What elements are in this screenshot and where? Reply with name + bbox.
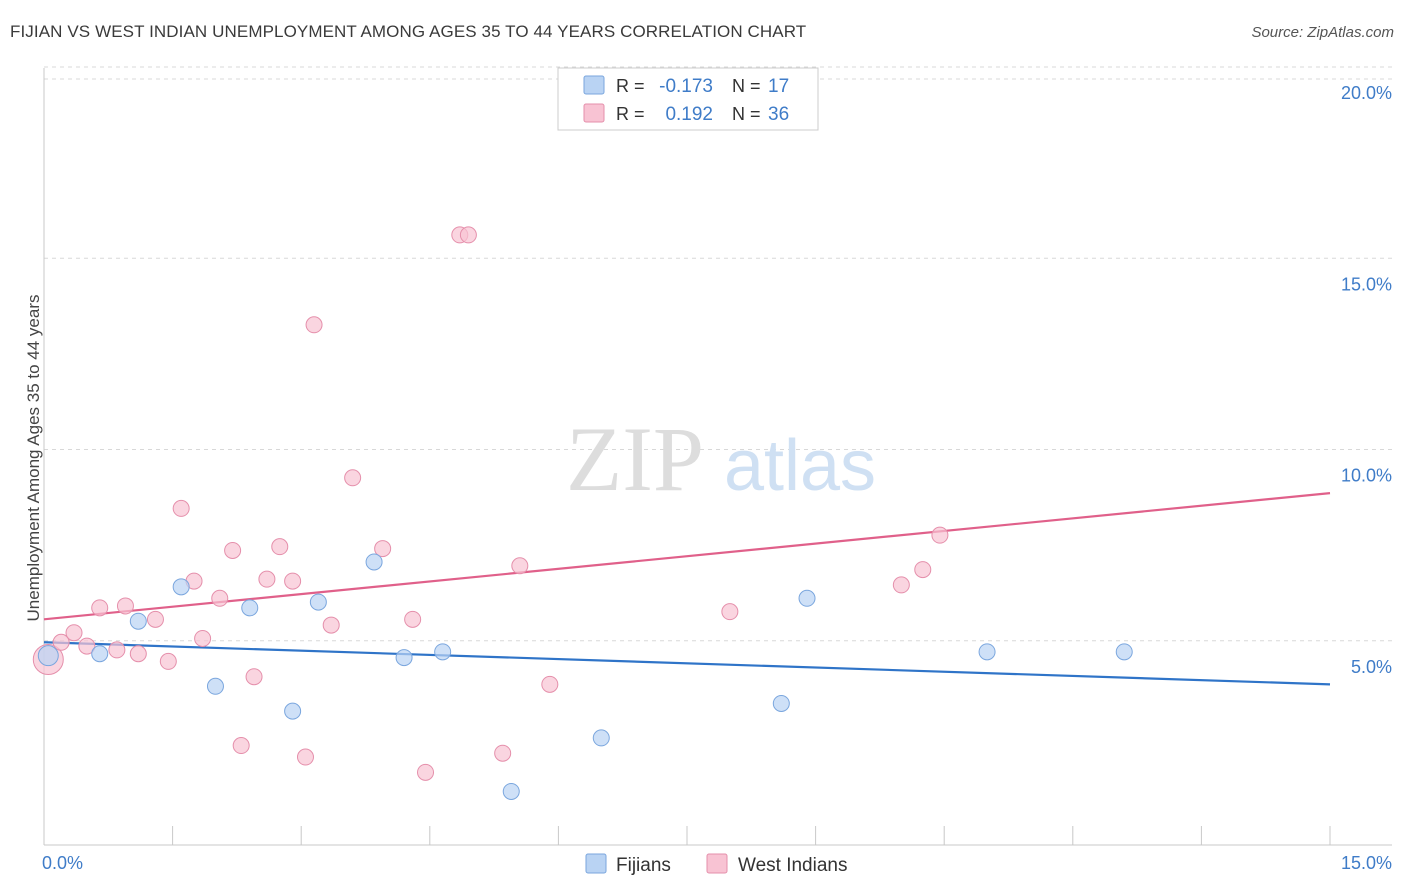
data-points: [32, 226, 1133, 800]
west-indians-point: [224, 541, 242, 559]
west-indians-point: [159, 652, 177, 670]
y-tick-label: 15.0%: [1341, 274, 1392, 294]
legend-swatch-fijians: [585, 853, 607, 874]
legend-swatch-west-indians: [706, 853, 728, 874]
y-tick-label: 10.0%: [1341, 466, 1392, 486]
legend-label-fijians: Fijians: [616, 855, 671, 876]
west-indians-point: [417, 763, 435, 781]
west-indians-point: [146, 610, 164, 628]
fijians-point: [206, 677, 224, 695]
trend-lines: [43, 492, 1331, 686]
fijians-point: [502, 782, 520, 800]
watermark: ZIP atlas: [566, 408, 876, 510]
fijians-point: [592, 729, 610, 747]
west-indians-point: [271, 538, 289, 556]
fijians-point: [129, 612, 147, 630]
fijians-point: [978, 643, 996, 661]
watermark-zip: ZIP: [566, 408, 704, 510]
fijians-point: [172, 578, 190, 596]
stats-r-label-west-indians: R =: [616, 104, 645, 124]
west-indians-point: [232, 737, 250, 755]
west-indians-point: [172, 499, 190, 517]
west-indians-point: [374, 540, 392, 558]
x-tick-label: 0.0%: [42, 853, 83, 873]
west-indians-point: [258, 570, 276, 588]
watermark-atlas: atlas: [724, 426, 876, 506]
fijians-point: [91, 645, 109, 663]
stats-swatch-west-indians: [583, 103, 605, 123]
axes: [43, 68, 1392, 846]
west-indians-point: [116, 597, 134, 615]
stats-r-value-fijians: -0.173: [659, 76, 713, 97]
west-indians-point: [65, 624, 83, 642]
west-indians-point: [511, 557, 529, 575]
west-indians-point: [459, 226, 477, 244]
west-indians-point: [404, 610, 422, 628]
fijians-point: [798, 589, 816, 607]
west-indians-point: [721, 603, 739, 621]
tick-labels: 5.0% 10.0% 15.0% 20.0% 0.0% 15.0%: [42, 83, 1392, 873]
stats-n-value-fijians: 17: [768, 76, 789, 97]
fijians-point: [309, 593, 327, 611]
legend-label-west-indians: West Indians: [738, 855, 847, 876]
west-indians-point: [322, 616, 340, 634]
chart-title: FIJIAN VS WEST INDIAN UNEMPLOYMENT AMONG…: [10, 22, 807, 41]
west-indians-point: [78, 637, 96, 655]
stats-n-label-fijians: N =: [732, 76, 761, 96]
west-indians-point: [284, 572, 302, 590]
gridlines: [44, 66, 1392, 642]
fijians-point: [434, 643, 452, 661]
west-indians-point: [52, 633, 70, 651]
stats-n-label-west-indians: N =: [732, 104, 761, 124]
series-legend: Fijians West Indians: [585, 853, 847, 876]
west-indians-point: [245, 668, 263, 686]
west-indians-point: [892, 576, 910, 594]
west-indians-point: [194, 629, 212, 647]
west-indians-point: [305, 316, 323, 334]
fijians-point: [37, 645, 59, 667]
west-indians-point: [494, 744, 512, 762]
x-tick-label: 15.0%: [1341, 853, 1392, 873]
stats-n-value-west-indians: 36: [768, 104, 789, 125]
stats-legend: R = -0.173 N = 17 R = 0.192 N = 36: [557, 67, 819, 131]
west-indians-point: [914, 561, 932, 579]
west-indians-point: [541, 675, 559, 693]
stats-r-label-fijians: R =: [616, 76, 645, 96]
west-indians-trend-line: [43, 492, 1331, 621]
fijians-point: [365, 553, 383, 571]
stats-swatch-fijians: [583, 75, 605, 95]
west-indians-point: [296, 748, 314, 766]
west-indians-point: [91, 599, 109, 617]
west-indians-point: [108, 641, 126, 659]
y-tick-label: 5.0%: [1351, 657, 1392, 677]
fijians-point: [772, 694, 790, 712]
y-tick-label: 20.0%: [1341, 83, 1392, 103]
west-indians-point: [931, 526, 949, 544]
fijians-point: [1115, 643, 1133, 661]
source-credit: Source: ZipAtlas.com: [1251, 24, 1394, 41]
west-indians-point: [129, 645, 147, 663]
fijians-trend-line: [43, 641, 1331, 686]
west-indians-point: [344, 469, 362, 487]
fijians-point: [284, 702, 302, 720]
west-indians-point: [211, 589, 229, 607]
fijians-point: [395, 649, 413, 667]
stats-r-value-west-indians: 0.192: [665, 104, 713, 125]
fijians-point: [241, 599, 259, 617]
